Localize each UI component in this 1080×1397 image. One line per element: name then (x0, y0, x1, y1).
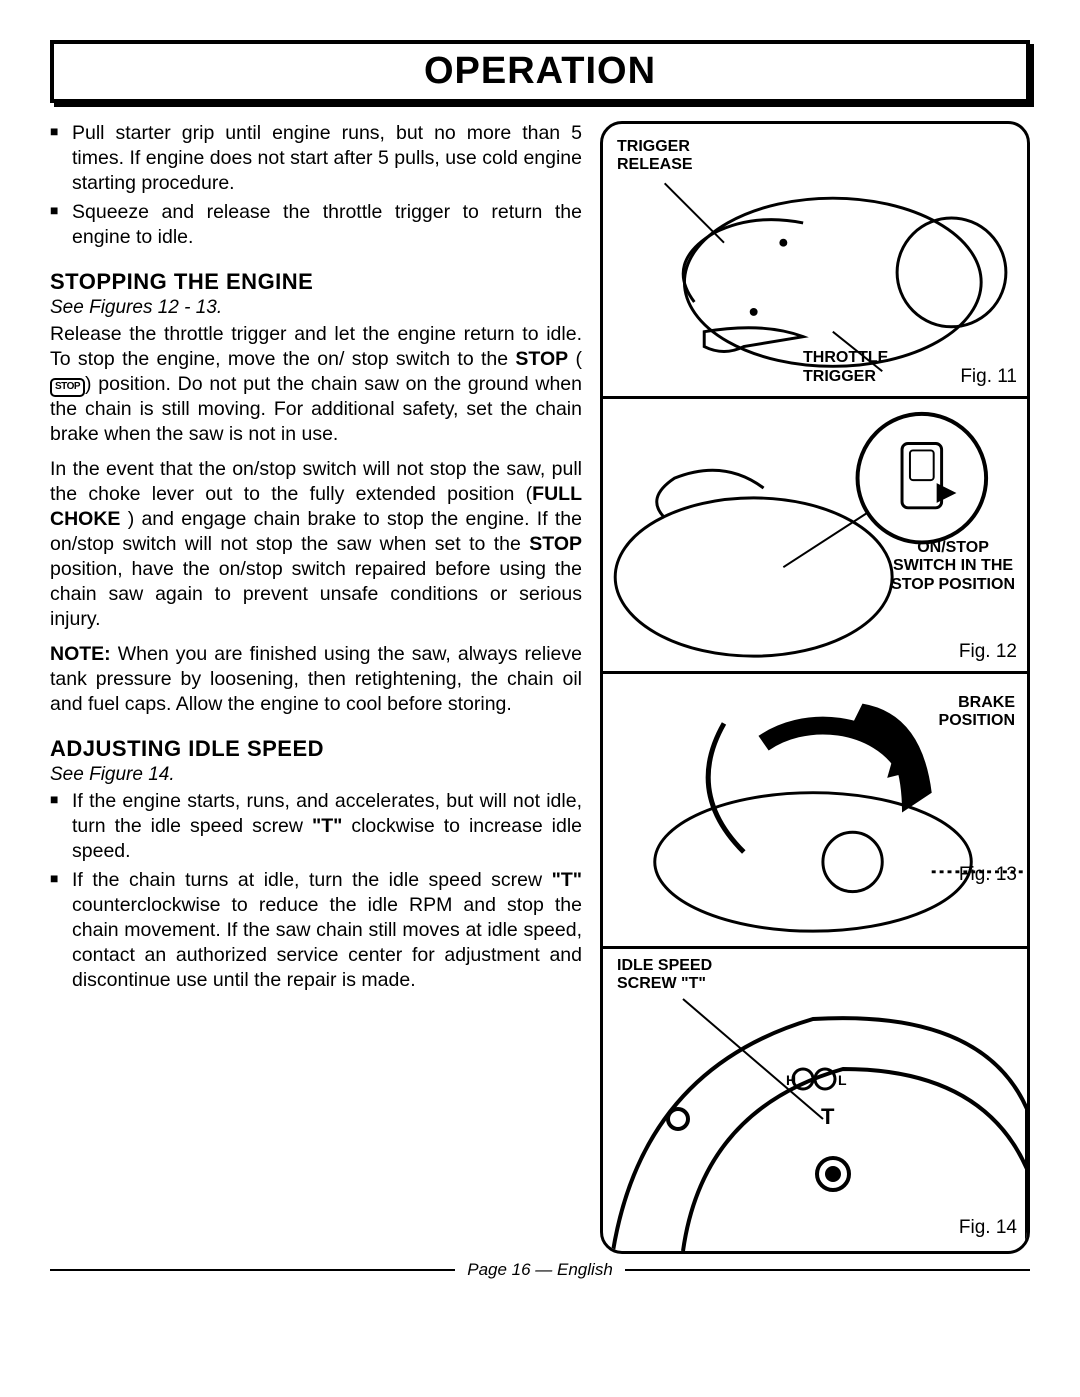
note-label: NOTE: (50, 643, 111, 665)
bold-t: "T" (552, 869, 582, 891)
figure-14-illustration: H L T (603, 949, 1027, 1251)
figure-number: Fig. 14 (959, 1217, 1017, 1239)
svg-text:L: L (838, 1072, 847, 1088)
paragraph: In the event that the on/stop switch wil… (50, 457, 582, 632)
page-footer: Page 16 — English (50, 1260, 1030, 1280)
footer-text: Page 16 — English (467, 1260, 613, 1280)
callout-trigger-release: TRIGGER RELEASE (617, 138, 693, 175)
text-run: In the event that the on/stop switch wil… (50, 458, 582, 505)
figure-13-panel: BRAKE POSITION Fig. 13 (603, 674, 1027, 949)
figure-number: Fig. 11 (960, 366, 1017, 388)
figure-number: Fig. 12 (959, 641, 1017, 663)
figure-frame: TRIGGER RELEASE THROTTLE TRIGGER Fig. 11… (600, 121, 1030, 1254)
callout-idle-speed-screw: IDLE SPEED SCREW "T" (617, 957, 712, 994)
figure-11-panel: TRIGGER RELEASE THROTTLE TRIGGER Fig. 11 (603, 124, 1027, 399)
left-column: Pull starter grip until engine runs, but… (50, 121, 582, 1254)
text-run: ) and engage chain brake to stop the eng… (50, 508, 582, 555)
text-run: position. Do not put the chain saw on th… (50, 373, 582, 445)
figure-number: Fig. 13 (959, 864, 1017, 886)
callout-onstop-switch: ON/STOP SWITCH IN THE STOP POSITION (891, 539, 1015, 594)
content-columns: Pull starter grip until engine runs, but… (50, 121, 1030, 1254)
list-item: Squeeze and release the throttle trigger… (50, 200, 582, 250)
figure-12-illustration (603, 399, 1027, 671)
text-run: position, have the on/stop switch repair… (50, 558, 582, 630)
text-run: Release the throttle trigger and let the… (50, 323, 582, 370)
see-figures-ref: See Figures 12 - 13. (50, 296, 582, 320)
see-figure-ref: See Figure 14. (50, 763, 582, 787)
idle-bullets: If the engine starts, runs, and accelera… (50, 789, 582, 993)
bold-stop: STOP (515, 348, 568, 370)
section-heading-idle: ADJUSTING IDLE SPEED (50, 735, 582, 763)
note-paragraph: NOTE: When you are finished using the sa… (50, 642, 582, 717)
callout-brake-position: BRAKE POSITION (939, 694, 1015, 731)
footer-rule-right (625, 1269, 1030, 1271)
figure-12-panel: ON/STOP SWITCH IN THE STOP POSITION Fig.… (603, 399, 1027, 674)
bold-stop: STOP (529, 533, 582, 555)
text-run: When you are finished using the saw, alw… (50, 643, 582, 715)
figure-14-panel: H L T IDLE SPEED SCREW "T" Fig. 14 (603, 949, 1027, 1251)
right-column: TRIGGER RELEASE THROTTLE TRIGGER Fig. 11… (600, 121, 1030, 1254)
paragraph: Release the throttle trigger and let the… (50, 322, 582, 447)
footer-rule-left (50, 1269, 455, 1271)
intro-bullets: Pull starter grip until engine runs, but… (50, 121, 582, 250)
list-item: If the engine starts, runs, and accelera… (50, 789, 582, 864)
callout-throttle-trigger: THROTTLE TRIGGER (803, 349, 888, 386)
list-item: If the chain turns at idle, turn the idl… (50, 868, 582, 993)
page-title: OPERATION (50, 40, 1030, 103)
section-heading-stopping: STOPPING THE ENGINE (50, 268, 582, 296)
stop-icon: STOP (50, 378, 85, 397)
list-item: Pull starter grip until engine runs, but… (50, 121, 582, 196)
svg-text:T: T (821, 1104, 835, 1129)
svg-text:H: H (786, 1072, 796, 1088)
bold-t: "T" (312, 815, 342, 837)
